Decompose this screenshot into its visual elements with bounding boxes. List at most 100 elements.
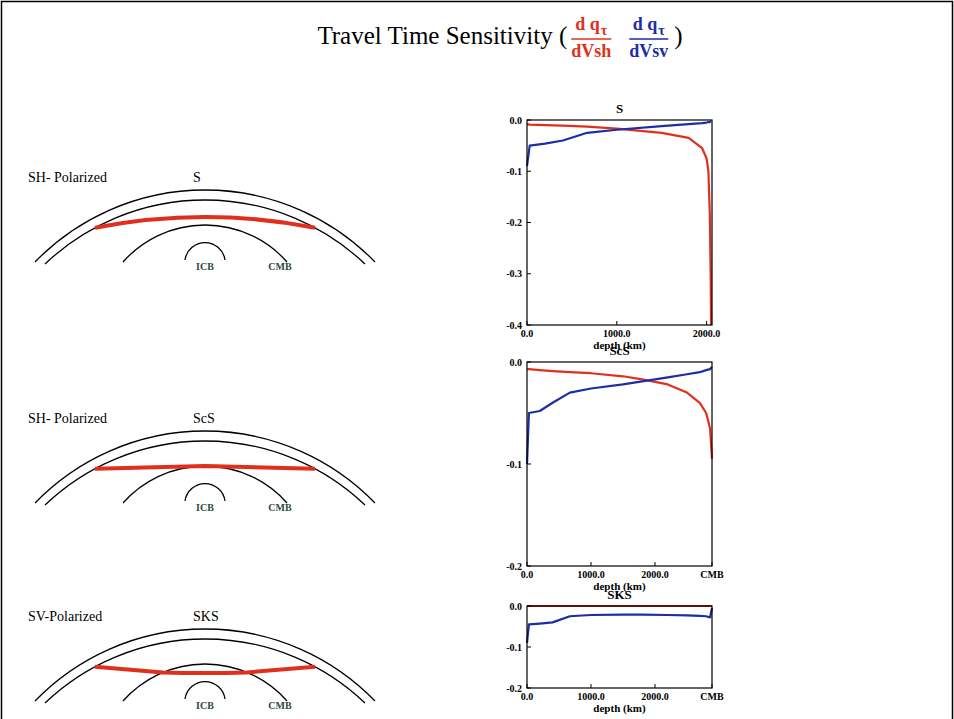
chart-title: ScS bbox=[609, 343, 629, 358]
plot-frame bbox=[527, 120, 712, 325]
subscript: τ bbox=[601, 23, 608, 38]
x-tick-label: 1000.0 bbox=[577, 569, 605, 580]
chart: -0.4-0.3-0.2-0.10.00.01000.02000.0depth … bbox=[506, 101, 720, 352]
cmb-label: CMB bbox=[268, 700, 292, 711]
x-tick-label: 2000.0 bbox=[641, 569, 669, 580]
series-group bbox=[527, 122, 711, 325]
y-tick-label: 0.0 bbox=[510, 115, 523, 126]
chart: -0.2-0.10.00.01000.02000.0CMBdepth (km)S… bbox=[506, 343, 724, 593]
polarization-label: SH- Polarized bbox=[28, 170, 107, 185]
x-tick bbox=[712, 562, 713, 566]
series-group bbox=[527, 606, 712, 643]
ray-path bbox=[95, 217, 315, 228]
y-tick-label: 0.0 bbox=[510, 601, 523, 612]
x-tick bbox=[527, 321, 528, 325]
x-tick bbox=[654, 562, 655, 566]
x-tick-label: 0.0 bbox=[521, 569, 534, 580]
x-tick-label: 2000.0 bbox=[641, 691, 669, 702]
y-tick-label: -0.2 bbox=[506, 561, 522, 572]
x-tick-label: 0.0 bbox=[521, 691, 534, 702]
layer-arc bbox=[123, 466, 287, 503]
y-tick-label: -0.4 bbox=[506, 320, 522, 331]
y-tick-label: -0.1 bbox=[506, 459, 522, 470]
phase-label: SKS bbox=[193, 609, 219, 624]
x-tick bbox=[712, 684, 713, 688]
layer-arc bbox=[45, 441, 365, 505]
y-tick-label: 0.0 bbox=[510, 357, 523, 368]
x-tick-label: 1000.0 bbox=[603, 328, 631, 339]
fraction: d qτ dVsv bbox=[629, 14, 668, 61]
title-close: ) bbox=[674, 22, 682, 50]
phase-label: S bbox=[193, 170, 201, 185]
x-tick-label: CMB bbox=[700, 691, 724, 702]
earth-diagram: ICBCMBSH- PolarizedS bbox=[28, 170, 375, 272]
x-tick-label: CMB bbox=[700, 569, 724, 580]
series-line bbox=[527, 124, 711, 325]
y-tick-label: -0.2 bbox=[506, 683, 522, 694]
series-line bbox=[527, 122, 711, 167]
layer-arc bbox=[35, 629, 375, 701]
series-line bbox=[527, 608, 712, 643]
layer-arc bbox=[45, 200, 365, 264]
y-tick bbox=[527, 647, 531, 648]
ray-path bbox=[95, 466, 315, 469]
x-tick bbox=[527, 684, 528, 688]
y-tick bbox=[527, 325, 531, 326]
subscript: τ bbox=[658, 23, 665, 38]
cmb-label: CMB bbox=[268, 261, 292, 272]
chart-title: S bbox=[616, 101, 623, 116]
y-tick bbox=[527, 171, 531, 172]
ray-path bbox=[95, 667, 315, 673]
icb-label: ICB bbox=[196, 700, 214, 711]
denominator: dVsv bbox=[629, 41, 668, 61]
x-tick bbox=[616, 321, 617, 325]
title: Travel Time Sensitivity ( bbox=[317, 22, 567, 50]
x-tick-label: 0.0 bbox=[521, 328, 534, 339]
layer-arc bbox=[185, 243, 225, 260]
x-tick-label: 1000.0 bbox=[577, 691, 605, 702]
chart-title: SKS bbox=[607, 587, 632, 602]
layer-arc bbox=[35, 190, 375, 262]
cmb-label: CMB bbox=[268, 502, 292, 513]
y-tick bbox=[527, 606, 531, 607]
series-line bbox=[527, 367, 712, 464]
x-tick bbox=[590, 562, 591, 566]
fraction-bar bbox=[571, 38, 611, 40]
x-tick bbox=[527, 562, 528, 566]
y-tick bbox=[527, 120, 531, 121]
header: Travel Time Sensitivity (d qτdVshd qτdVs… bbox=[317, 14, 682, 61]
y-tick bbox=[527, 222, 531, 223]
icb-label: ICB bbox=[196, 502, 214, 513]
x-tick bbox=[706, 321, 707, 325]
x-tick bbox=[654, 684, 655, 688]
y-tick-label: -0.1 bbox=[506, 642, 522, 653]
plot-frame bbox=[527, 606, 712, 688]
layer-arc bbox=[123, 225, 287, 262]
layer-arc bbox=[185, 484, 225, 501]
page: Travel Time Sensitivity (d qτdVshd qτdVs… bbox=[0, 0, 954, 719]
numerator: d q bbox=[575, 14, 600, 34]
numerator: d q bbox=[633, 14, 658, 34]
plot-frame bbox=[527, 362, 712, 566]
x-tick-label: 2000.0 bbox=[693, 328, 721, 339]
y-tick-label: -0.1 bbox=[506, 166, 522, 177]
chart: -0.2 -0.1 0.0 0.0 1000.0 2000.0 CMB depth (km) S… bbox=[506, 587, 724, 715]
x-axis-title: depth (km) bbox=[593, 702, 646, 715]
y-tick-label: -0.2 bbox=[506, 217, 522, 228]
y-tick bbox=[527, 566, 531, 567]
fraction: d qτ dVsh bbox=[571, 14, 611, 61]
denominator: dVsh bbox=[571, 41, 611, 61]
phase-label: ScS bbox=[193, 411, 215, 426]
layer-arc bbox=[35, 431, 375, 503]
series-line bbox=[527, 369, 712, 459]
layer-arc bbox=[45, 639, 365, 703]
earth-diagram: ICB CMB SH- Polarized ScS bbox=[28, 411, 375, 513]
earth-diagram: ICB CMB SV-Polarized SKS bbox=[28, 609, 375, 711]
y-tick bbox=[527, 464, 531, 465]
y-tick bbox=[527, 688, 531, 689]
polarization-label: SV-Polarized bbox=[28, 609, 102, 624]
y-tick bbox=[527, 362, 531, 363]
y-tick bbox=[527, 273, 531, 274]
layer-arc bbox=[185, 682, 225, 699]
polarization-label: SH- Polarized bbox=[28, 411, 107, 426]
